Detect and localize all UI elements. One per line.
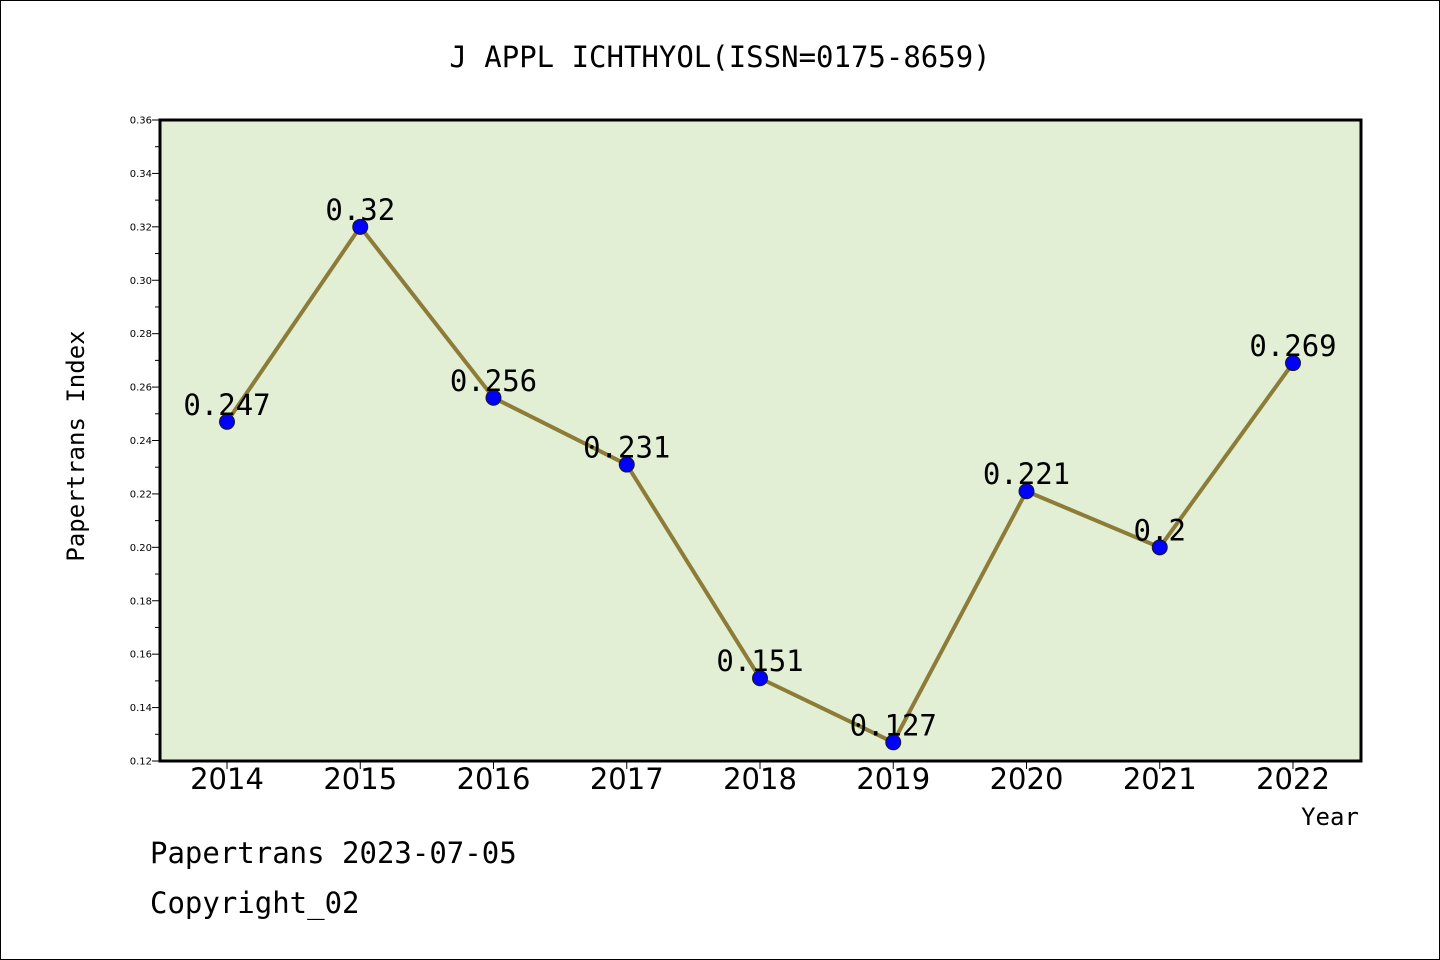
- data-point: [1285, 355, 1301, 372]
- data-label: 0.247: [183, 388, 270, 422]
- y-tick-label: 0.30: [130, 276, 152, 287]
- data-labels: 0.247 0.32 0.256 0.231 0.151 0.127 0.221 0.2 0.2…: [183, 193, 1336, 742]
- data-label: 0.269: [1249, 329, 1336, 363]
- y-tick-label: 0.16: [130, 650, 152, 661]
- data-label: 0.231: [583, 431, 670, 465]
- x-tick-label: 2017: [590, 762, 664, 796]
- data-point: [219, 413, 235, 430]
- x-tick-label: 2021: [1123, 762, 1197, 796]
- y-tick-label: 0.12: [130, 757, 152, 768]
- data-point: [618, 456, 635, 473]
- data-point: [485, 389, 502, 406]
- data-point: [752, 670, 768, 687]
- y-tick-label: 0.34: [130, 169, 152, 180]
- y-tick-label: 0.28: [130, 329, 152, 340]
- y-tick-label: 0.26: [130, 383, 152, 394]
- data-point: [352, 218, 369, 235]
- chart-title: J APPL ICHTHYOL(ISSN=0175-8659): [449, 40, 990, 74]
- plot-border: [158, 118, 1363, 763]
- x-tick-label: 2018: [723, 762, 797, 796]
- x-axis-label: Year: [1301, 803, 1359, 831]
- data-point: [885, 734, 902, 751]
- x-tick-label: 2020: [990, 762, 1064, 796]
- data-label: 0.127: [850, 708, 937, 742]
- x-tick-label: 2019: [856, 762, 930, 796]
- y-tick-label: 0.36: [130, 116, 152, 127]
- x-tick-label: 2015: [323, 762, 397, 796]
- y-tick-label: 0.20: [130, 543, 152, 554]
- x-tick-labels: 2014 2015 2016 2017 2018 2019 2020 2021 2022: [190, 762, 1330, 796]
- x-tick-label: 2016: [457, 762, 531, 796]
- data-label: 0.256: [450, 364, 537, 398]
- y-axis-label: Papertrans Index: [62, 330, 90, 561]
- data-label: 0.2: [1134, 513, 1186, 547]
- y-tick-label: 0.14: [130, 703, 152, 714]
- y-tick-label: 0.22: [130, 489, 152, 500]
- y-tick-label: 0.18: [130, 596, 152, 607]
- data-points: [219, 218, 1301, 751]
- y-tick-labels: 0.12 0.14 0.16 0.18 0.20 0.22 0.24 0.26 0.28 0.30…: [130, 116, 152, 768]
- data-point: [1018, 483, 1035, 500]
- x-tick-label: 2014: [190, 762, 264, 796]
- data-label: 0.32: [325, 193, 395, 227]
- footer-date: Papertrans 2023-07-05: [150, 836, 517, 870]
- data-label: 0.151: [716, 644, 803, 678]
- footer-copyright: Copyright_02: [150, 886, 360, 920]
- data-label: 0.221: [983, 457, 1070, 491]
- y-tick-label: 0.24: [130, 436, 152, 447]
- y-tick-label: 0.32: [130, 222, 152, 233]
- x-tick-label: 2022: [1256, 762, 1330, 796]
- data-point: [1151, 539, 1168, 556]
